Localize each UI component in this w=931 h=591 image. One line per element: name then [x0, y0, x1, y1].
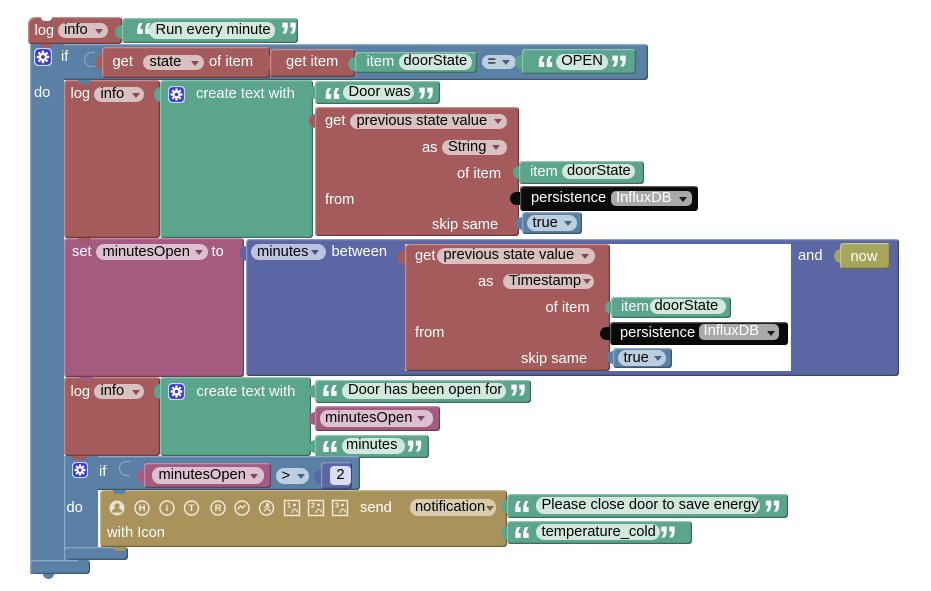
svg-text:1: 1: [287, 500, 291, 509]
svg-text:H: H: [139, 503, 146, 514]
svg-text:T: T: [189, 503, 195, 514]
svg-text:2: 2: [311, 500, 315, 509]
svg-text:i: i: [166, 503, 169, 514]
svg-text:R: R: [215, 503, 222, 514]
svg-text:3: 3: [335, 500, 339, 509]
